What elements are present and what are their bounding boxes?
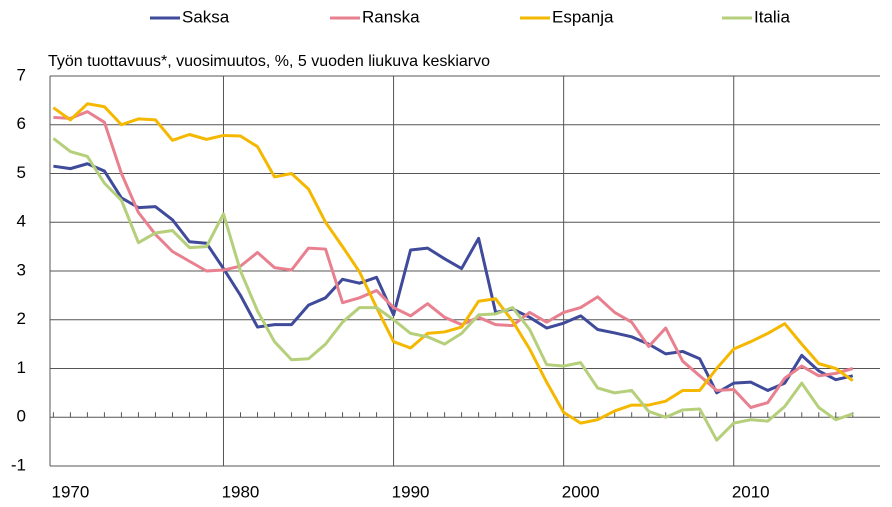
y-tick-label: -1 [11, 455, 26, 474]
series-line [53, 162, 854, 395]
x-tick-label: 1970 [51, 482, 89, 501]
legend-label: Italia [754, 7, 790, 26]
x-tick-label: 1990 [392, 482, 430, 501]
legend-label: Ranska [362, 7, 420, 26]
y-tick-label: 6 [17, 114, 26, 133]
y-tick-label: 5 [17, 163, 26, 182]
y-tick-label: 4 [17, 212, 26, 231]
y-tick-label: 7 [17, 65, 26, 84]
y-tick-label: 3 [17, 260, 26, 279]
legend-label: Espanja [552, 7, 614, 26]
chart-subtitle: Työn tuottavuus*, vuosimuutos, %, 5 vuod… [48, 53, 490, 70]
y-tick-label: 1 [17, 358, 26, 377]
y-tick-label: 2 [17, 309, 26, 328]
x-tick-label: 2010 [732, 482, 770, 501]
legend-label: Saksa [182, 7, 230, 26]
x-tick-label: 2000 [562, 482, 600, 501]
series-line [52, 137, 854, 442]
series-line [52, 102, 854, 425]
series-line [53, 110, 854, 409]
x-tick-label: 1980 [222, 482, 260, 501]
y-tick-label: 0 [17, 407, 26, 426]
